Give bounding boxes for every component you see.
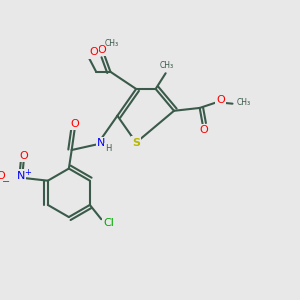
Text: −: −: [2, 176, 10, 187]
Text: O: O: [0, 171, 5, 182]
Text: S: S: [132, 138, 140, 148]
Text: N: N: [16, 170, 25, 181]
Text: CH₃: CH₃: [237, 98, 251, 107]
Text: O: O: [70, 119, 79, 129]
Text: H: H: [105, 143, 111, 152]
Text: O: O: [200, 125, 208, 135]
Text: +: +: [24, 168, 31, 177]
Text: CH₃: CH₃: [105, 39, 119, 48]
Text: O: O: [98, 45, 106, 55]
Text: Cl: Cl: [103, 218, 114, 228]
Text: N: N: [97, 138, 105, 148]
Text: O: O: [89, 47, 98, 57]
Text: O: O: [19, 151, 28, 161]
Text: CH₃: CH₃: [160, 61, 174, 70]
Text: O: O: [216, 95, 225, 105]
